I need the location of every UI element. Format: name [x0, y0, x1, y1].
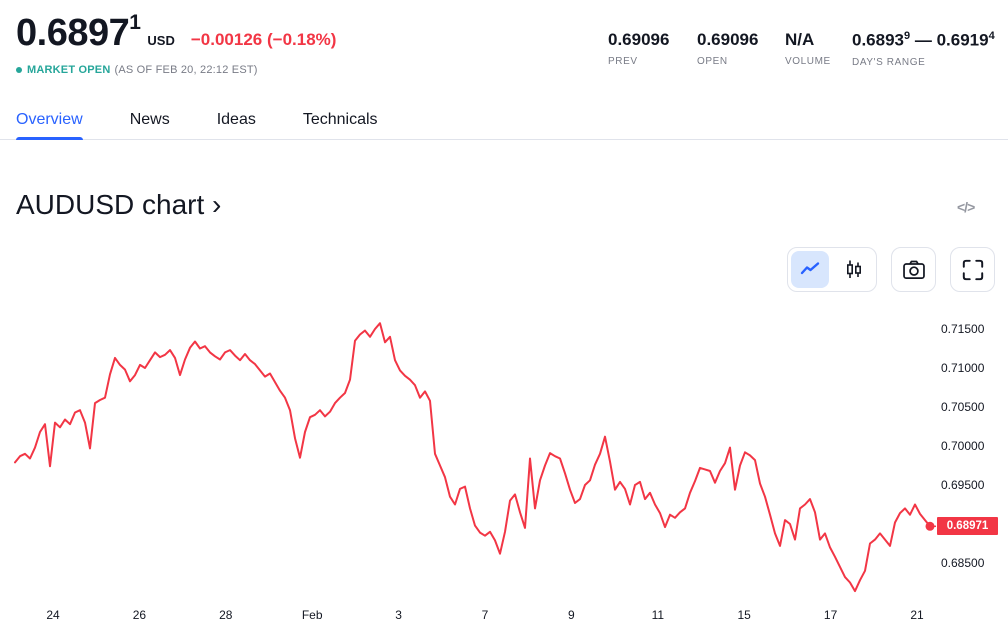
line-chart-button[interactable] — [791, 251, 829, 288]
embed-code-icon[interactable]: </> — [957, 199, 975, 215]
tab-overview[interactable]: Overview — [16, 100, 83, 140]
chart-toolbar — [787, 247, 995, 292]
last-price-tag: 0.68971 — [937, 517, 998, 536]
last-price-superscript: 1 — [129, 11, 141, 35]
price-change: −0.00126 (−0.18%) — [190, 30, 337, 49]
tab-news[interactable]: News — [129, 110, 170, 128]
stat-days-range: 0.68939 — 0.69194 DAY'S RANGE — [852, 30, 995, 68]
x-axis-label: 24 — [46, 608, 60, 622]
stat-volume: N/A VOLUME — [785, 30, 831, 67]
chart-section-title-link[interactable]: AUDUSD chart › — [16, 189, 222, 220]
y-axis-label: 0.71000 — [941, 361, 985, 376]
price-line-series — [14, 322, 931, 593]
x-axis-label: 26 — [132, 608, 147, 622]
camera-icon — [902, 260, 925, 279]
line-chart-icon — [800, 261, 820, 274]
section-tabs: Overview News Ideas Technicals — [0, 100, 1008, 140]
fullscreen-icon — [962, 259, 983, 280]
market-open-dot-icon — [16, 67, 22, 73]
fullscreen-button[interactable] — [950, 247, 995, 292]
x-axis-label: 15 — [737, 608, 751, 622]
x-axis-label: 17 — [823, 608, 838, 622]
chart-type-switch — [787, 247, 877, 292]
candles-icon — [847, 260, 862, 278]
last-price-dot — [925, 521, 935, 531]
last-price: 0.68971 — [16, 11, 141, 54]
price-chart-canvas[interactable]: 0.68971 0.71500 0.71000 0.70500 0.70000 0.69… — [0, 300, 1008, 639]
snapshot-button[interactable] — [891, 247, 936, 292]
x-axis-label: 9 — [568, 608, 575, 622]
tab-ideas[interactable]: Ideas — [216, 110, 256, 128]
x-axis-label: 11 — [651, 608, 665, 622]
price-line-chart — [14, 322, 937, 593]
tab-technicals[interactable]: Technicals — [302, 110, 378, 128]
y-axis-label: 0.69500 — [941, 478, 985, 493]
candles-chart-button[interactable] — [835, 251, 873, 288]
x-axis-label: 21 — [910, 608, 924, 622]
y-axis-label: 0.70000 — [941, 439, 985, 454]
symbol-price-header: 0.68971 USD −0.00126 (−0.18%) MARKET OPE… — [16, 11, 337, 76]
y-axis-label: 0.71500 — [941, 322, 985, 337]
x-axis-label: 7 — [481, 608, 489, 622]
x-axis-label: 28 — [219, 608, 233, 622]
market-status: MARKET OPEN — [27, 64, 111, 76]
y-axis-label: 0.68500 — [941, 556, 985, 571]
y-axis-label: 0.70500 — [941, 400, 985, 415]
currency-label: USD — [147, 33, 175, 48]
stat-prev: 0.69096 PREV — [608, 30, 670, 67]
market-status-detail: (AS OF FEB 20, 22:12 EST) — [114, 64, 258, 76]
x-axis-label: Feb — [301, 608, 323, 622]
x-axis-label: 3 — [395, 608, 402, 622]
stat-open: 0.69096 OPEN — [697, 30, 759, 67]
